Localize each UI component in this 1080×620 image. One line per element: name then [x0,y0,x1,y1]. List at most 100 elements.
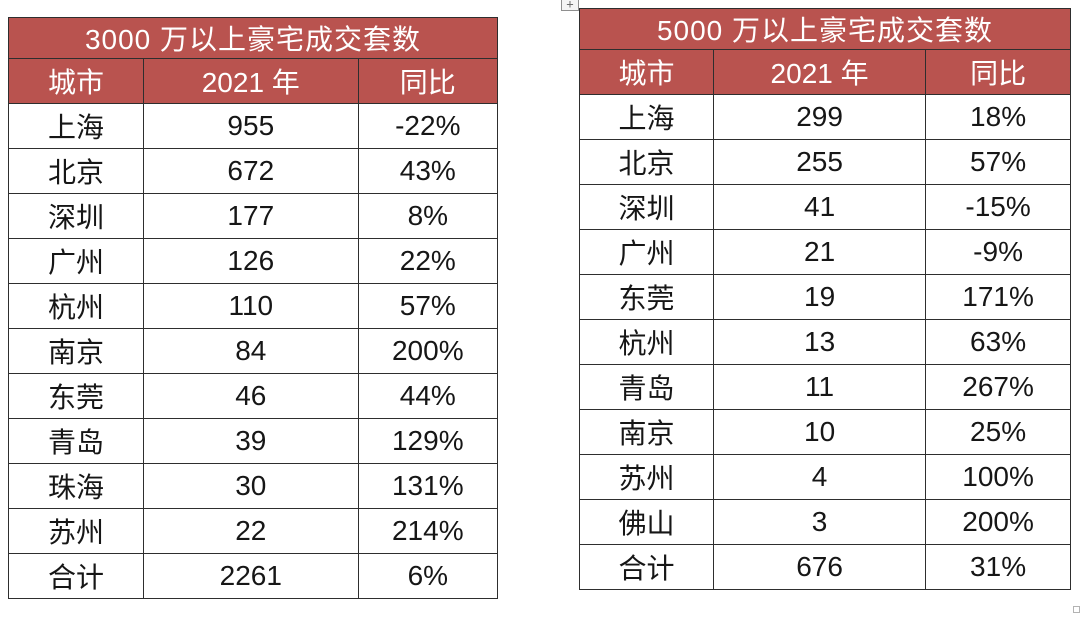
cell-city[interactable]: 东莞 [578,274,715,320]
cell-city[interactable]: 上海 [8,103,144,149]
cell-city[interactable]: 青岛 [8,418,144,464]
cell-2021-value[interactable]: 22 [142,508,359,554]
cell-yoy-value[interactable]: 57% [357,283,499,329]
table-row: 上海 299 18% [578,94,1071,140]
cell-yoy-value[interactable]: 8% [357,193,499,239]
cell-2021-value[interactable]: 84 [142,328,359,374]
cell-2021-value[interactable]: 30 [142,463,359,509]
table-row: 杭州 110 57% [8,283,499,329]
table-resize-handle[interactable] [1073,606,1080,613]
cell-yoy-value[interactable]: 200% [357,328,499,374]
cell-city[interactable]: 杭州 [8,283,144,329]
cell-city[interactable]: 北京 [578,139,715,185]
cell-city[interactable]: 上海 [578,94,715,140]
cell-yoy-value[interactable]: 131% [357,463,499,509]
cell-2021-value[interactable]: 955 [142,103,359,149]
cell-yoy-value[interactable]: 200% [925,499,1071,545]
table-move-handle-icon[interactable]: + [561,0,579,11]
cell-2021-value[interactable]: 255 [713,139,927,185]
table-header-row: 城市 2021 年 同比 [8,58,499,104]
cell-2021-value[interactable]: 21 [713,229,927,275]
cell-yoy-value[interactable]: 214% [357,508,499,554]
table-header-row: 城市 2021 年 同比 [578,49,1071,95]
table-row-total: 合计 676 31% [578,544,1071,590]
table-title-row: 3000 万以上豪宅成交套数 [8,17,498,59]
table-5000w-luxury-sales: 5000 万以上豪宅成交套数 城市 2021 年 同比 上海 299 18% 北… [578,8,1071,590]
cell-yoy-value[interactable]: 267% [925,364,1071,410]
column-header-yoy[interactable]: 同比 [925,49,1071,95]
table-body: 上海 955 -22% 北京 672 43% 深圳 177 8% 广州 126 … [8,103,499,599]
cell-city[interactable]: 广州 [578,229,715,275]
cell-city[interactable]: 杭州 [578,319,715,365]
column-header-2021[interactable]: 2021 年 [713,49,927,95]
cell-city[interactable]: 北京 [8,148,144,194]
table-row-total: 合计 2261 6% [8,553,499,599]
cell-yoy-value[interactable]: 31% [925,544,1071,590]
cell-yoy-value[interactable]: 100% [925,454,1071,500]
column-header-2021[interactable]: 2021 年 [142,58,359,104]
cell-city[interactable]: 合计 [578,544,715,590]
cell-2021-value[interactable]: 299 [713,94,927,140]
cell-city[interactable]: 合计 [8,553,144,599]
cell-city[interactable]: 深圳 [578,184,715,230]
cell-city[interactable]: 青岛 [578,364,715,410]
table-row: 深圳 41 -15% [578,184,1071,230]
cell-yoy-value[interactable]: 57% [925,139,1071,185]
table-row: 深圳 177 8% [8,193,499,239]
column-header-city[interactable]: 城市 [8,58,144,104]
column-header-city[interactable]: 城市 [578,49,715,95]
cell-city[interactable]: 广州 [8,238,144,284]
cell-city[interactable]: 珠海 [8,463,144,509]
cell-yoy-value[interactable]: 22% [357,238,499,284]
cell-city[interactable]: 南京 [8,328,144,374]
cell-yoy-value[interactable]: -22% [357,103,499,149]
cell-2021-value[interactable]: 46 [142,373,359,419]
cell-2021-value[interactable]: 39 [142,418,359,464]
cell-2021-value[interactable]: 676 [713,544,927,590]
cell-yoy-value[interactable]: 129% [357,418,499,464]
cell-2021-value[interactable]: 10 [713,409,927,455]
table-row: 东莞 19 171% [578,274,1071,320]
column-header-yoy[interactable]: 同比 [357,58,499,104]
cell-city[interactable]: 南京 [578,409,715,455]
cell-2021-value[interactable]: 2261 [142,553,359,599]
cell-city[interactable]: 东莞 [8,373,144,419]
cell-city[interactable]: 苏州 [8,508,144,554]
cell-2021-value[interactable]: 672 [142,148,359,194]
cell-yoy-value[interactable]: -9% [925,229,1071,275]
cell-yoy-value[interactable]: 25% [925,409,1071,455]
cell-2021-value[interactable]: 13 [713,319,927,365]
cell-2021-value[interactable]: 41 [713,184,927,230]
table-row: 北京 255 57% [578,139,1071,185]
cell-yoy-value[interactable]: 43% [357,148,499,194]
cell-2021-value[interactable]: 177 [142,193,359,239]
table-row: 南京 84 200% [8,328,499,374]
cell-2021-value[interactable]: 4 [713,454,927,500]
cell-yoy-value[interactable]: -15% [925,184,1071,230]
cell-city[interactable]: 苏州 [578,454,715,500]
table-row: 广州 126 22% [8,238,499,284]
cell-city[interactable]: 深圳 [8,193,144,239]
cell-yoy-value[interactable]: 171% [925,274,1071,320]
cell-yoy-value[interactable]: 18% [925,94,1071,140]
table-title-row: 5000 万以上豪宅成交套数 [579,8,1071,50]
table-3000w-luxury-sales: 3000 万以上豪宅成交套数 城市 2021 年 同比 上海 955 -22% … [8,17,499,599]
table-title[interactable]: 3000 万以上豪宅成交套数 [8,17,498,59]
table-row: 苏州 22 214% [8,508,499,554]
table-row: 苏州 4 100% [578,454,1071,500]
move-cross-icon: + [566,0,574,11]
cell-yoy-value[interactable]: 63% [925,319,1071,365]
cell-2021-value[interactable]: 19 [713,274,927,320]
cell-yoy-value[interactable]: 6% [357,553,499,599]
cell-yoy-value[interactable]: 44% [357,373,499,419]
cell-2021-value[interactable]: 110 [142,283,359,329]
table-row: 杭州 13 63% [578,319,1071,365]
table-row: 上海 955 -22% [8,103,499,149]
cell-2021-value[interactable]: 11 [713,364,927,410]
cell-city[interactable]: 佛山 [578,499,715,545]
table-row: 东莞 46 44% [8,373,499,419]
cell-2021-value[interactable]: 126 [142,238,359,284]
table-title[interactable]: 5000 万以上豪宅成交套数 [579,8,1071,50]
cell-2021-value[interactable]: 3 [713,499,927,545]
table-row: 青岛 39 129% [8,418,499,464]
